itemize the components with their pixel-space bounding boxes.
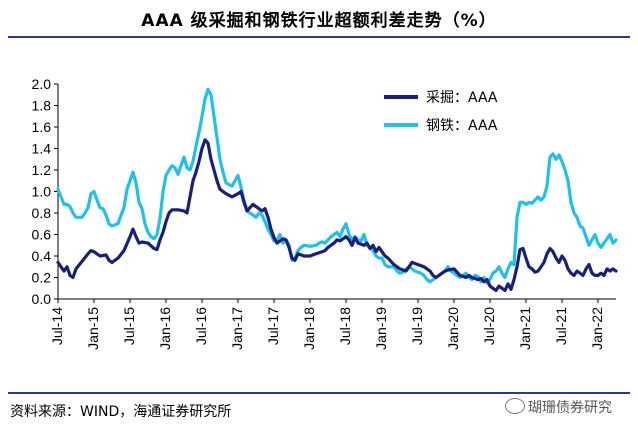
x-tick-label: Jan-18: [301, 307, 317, 350]
x-tick-label: Jan-16: [157, 307, 173, 350]
legend-label-steel: 钢铁：AAA: [426, 118, 498, 134]
legend-label-mining: 采掘：AAA: [426, 90, 498, 106]
y-tick-label: 0.6: [32, 227, 52, 243]
x-tick-label: Jul-21: [553, 307, 569, 345]
series-line-mining: [56, 138, 618, 292]
chart-title: AAA 级采掘和钢铁行业超额利差走势（%）: [141, 11, 497, 31]
x-tick-label: Jul-19: [409, 307, 425, 345]
x-tick-label: Jul-14: [49, 307, 65, 345]
x-tick-label: Jul-16: [193, 307, 209, 345]
x-tick-label: Jan-20: [445, 307, 461, 350]
y-tick-label: 1.4: [32, 141, 52, 157]
y-tick-label: 1.0: [32, 184, 52, 200]
y-tick-label: 1.2: [32, 162, 52, 178]
x-tick-label: Jan-21: [517, 307, 533, 350]
x-tick-label: Jan-17: [229, 307, 245, 350]
x-tick-label: Jan-22: [589, 307, 605, 350]
x-tick-label: Jul-17: [265, 307, 281, 345]
watermark: 瑚珊债券研究: [505, 397, 612, 417]
x-tick-label: Jul-18: [337, 307, 353, 345]
y-tick-label: 1.8: [32, 98, 52, 114]
title-rule: [8, 36, 630, 38]
series-line-steel: [56, 87, 618, 285]
y-tick-label: 0.4: [32, 248, 52, 264]
y-tick-label: 0.8: [32, 205, 52, 221]
x-tick-label: Jul-15: [121, 307, 137, 345]
watermark-label: 瑚珊债券研究: [528, 400, 612, 416]
footer-rule: [8, 392, 630, 394]
y-tick-label: 2.0: [32, 76, 52, 92]
x-tick-label: Jan-15: [85, 307, 101, 350]
x-tick-label: Jan-19: [373, 307, 389, 350]
source-note: 资料来源：WIND，海通证券研究所: [10, 404, 232, 420]
wechat-icon: [505, 398, 525, 414]
x-tick-label: Jul-20: [481, 307, 497, 345]
y-tick-label: 1.6: [32, 119, 52, 135]
y-tick-label: 0.2: [32, 270, 52, 286]
y-tick-label: 0.0: [32, 291, 52, 307]
